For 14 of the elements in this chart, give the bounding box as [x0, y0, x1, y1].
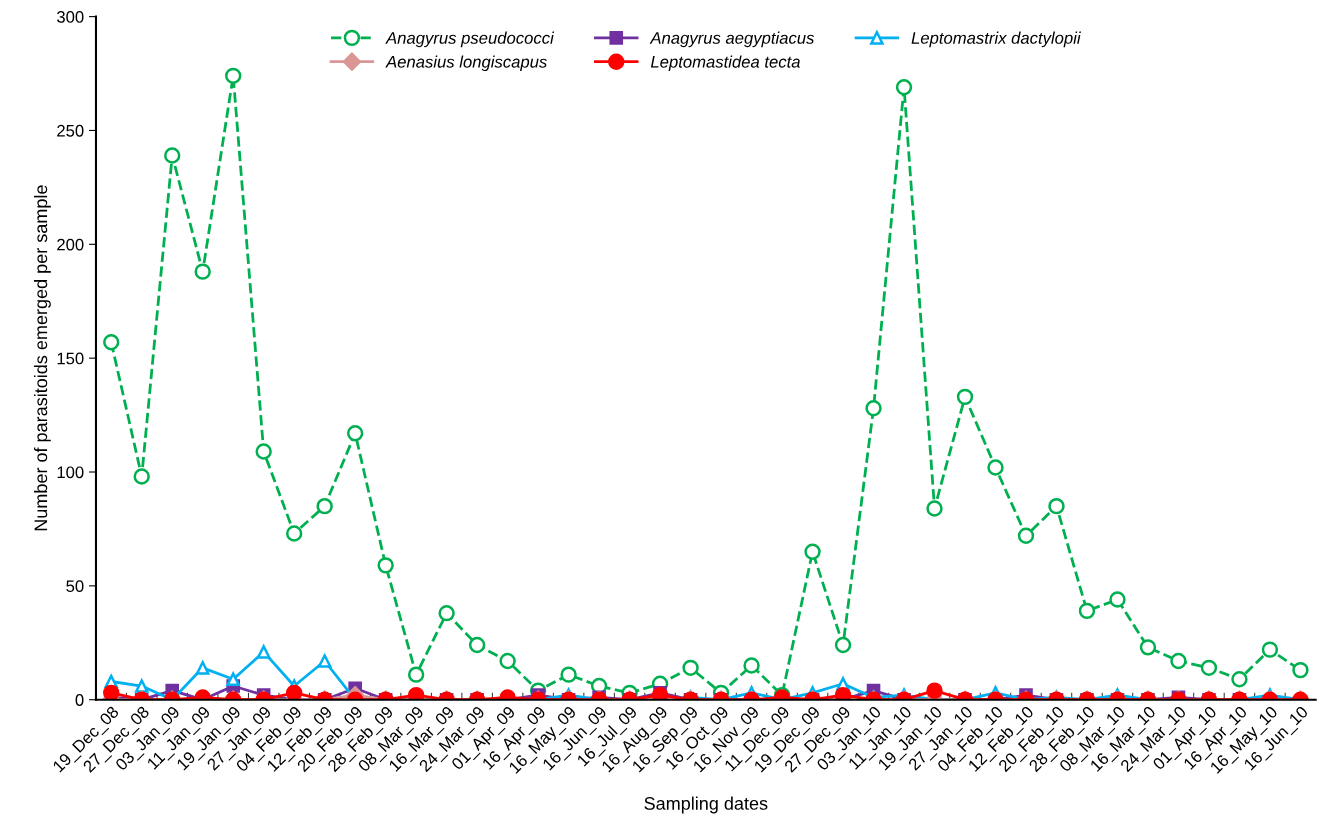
y-tick-label: 50 [66, 580, 84, 593]
y-tick-label: 300 [57, 11, 84, 23]
legend-label: Leptomastrix dactylopii [911, 31, 1081, 48]
y-tick-label: 150 [57, 352, 84, 365]
y-tick-label: 0 [75, 694, 84, 706]
y-tick-label: 250 [57, 124, 84, 137]
legend-label: Leptomastidea tecta [650, 55, 800, 72]
y-tick-label: 100 [57, 466, 84, 479]
legend-label: Anagyrus pseudococci [385, 31, 555, 48]
legend-label: Anagyrus aegyptiacus [649, 31, 815, 48]
x-axis-title: Sampling dates [644, 796, 768, 814]
legend-label: Aenasius longiscapus [385, 55, 547, 72]
y-axis-title: Number of parasitoids emerged per sample [33, 185, 51, 531]
y-tick-label: 200 [57, 238, 84, 251]
